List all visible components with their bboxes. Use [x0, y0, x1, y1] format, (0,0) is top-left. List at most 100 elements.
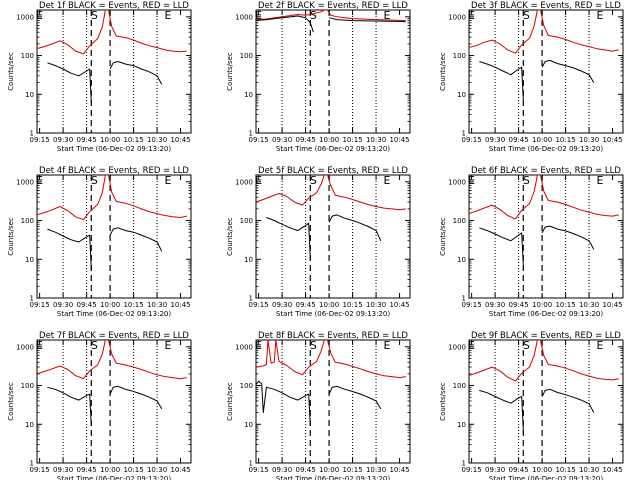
- time-marker-label: E: [468, 9, 475, 22]
- time-marker-label: E: [255, 9, 262, 22]
- x-tick-label: 09:15: [249, 301, 269, 309]
- x-tick-label: 09:45: [76, 136, 96, 144]
- time-marker-label: E: [165, 9, 172, 22]
- x-axis-label: Start Time (06-Dec-02 09:13:20): [276, 145, 390, 153]
- x-axis-label: Start Time (06-Dec-02 09:13:20): [489, 145, 603, 153]
- x-tick-label: 10:00: [319, 136, 339, 144]
- x-tick-label: 10:45: [602, 301, 622, 309]
- x-tick-label: 09:30: [53, 466, 73, 474]
- x-axis-label: Start Time (06-Dec-02 09:13:20): [276, 475, 390, 480]
- x-tick-label: 10:45: [170, 466, 190, 474]
- plot-frame: [255, 9, 411, 134]
- x-tick-label: 10:30: [147, 301, 167, 309]
- lld-series-line: [469, 10, 619, 54]
- x-tick-label: 10:00: [532, 466, 552, 474]
- x-tick-label: 09:15: [30, 466, 50, 474]
- chart-panel: Det 2f BLACK = Events, RED = LLD 1 10 100 10…: [226, 1, 411, 153]
- y-tick-label: 1: [30, 460, 34, 468]
- y-axis-label: Counts/sec: [7, 217, 15, 256]
- events-series-line: [266, 217, 311, 260]
- y-axis-label: Counts/sec: [439, 52, 447, 91]
- plot-frame: [468, 174, 624, 299]
- y-tick-label: 1000: [16, 343, 34, 351]
- y-tick-label: 1: [249, 460, 253, 468]
- x-tick-label: 09:45: [295, 466, 315, 474]
- time-marker-label: E: [384, 339, 391, 352]
- time-marker-label: S: [523, 174, 530, 187]
- time-marker-label: E: [384, 174, 391, 187]
- y-tick-label: 100: [21, 217, 34, 225]
- y-tick-label: 100: [240, 382, 253, 390]
- time-marker-label: S: [91, 339, 98, 352]
- events-series-line: [479, 61, 524, 101]
- y-tick-label: 100: [240, 52, 253, 60]
- chart-panel: Det 9f BLACK = Events, RED = LLD 1 10 100 10…: [439, 331, 624, 483]
- time-marker-label: S: [91, 9, 98, 22]
- time-marker-label: E: [597, 339, 604, 352]
- lld-series-line: [469, 175, 619, 220]
- time-marker-label: S: [310, 174, 317, 187]
- x-tick-label: 10:00: [100, 301, 120, 309]
- x-axis-label: Start Time (06-Dec-02 09:13:20): [489, 475, 603, 480]
- series-group: [256, 340, 406, 427]
- events-series-line: [328, 214, 382, 242]
- x-tick-label: 09:15: [462, 301, 482, 309]
- time-marker-label: S: [310, 9, 317, 22]
- x-tick-label: 09:15: [249, 466, 269, 474]
- y-tick-label: 1000: [235, 13, 253, 21]
- time-marker-label: E: [384, 9, 391, 22]
- panel-title: Det 4f BLACK = Events, RED = LLD: [39, 166, 189, 176]
- x-tick-label: 09:30: [485, 466, 505, 474]
- series-group: [469, 175, 619, 266]
- panel-title: Det 2f BLACK = Events, RED = LLD: [258, 1, 408, 11]
- x-tick-label: 10:15: [555, 136, 575, 144]
- x-tick-label: 09:15: [30, 301, 50, 309]
- plot-frame: [36, 339, 192, 464]
- x-tick-label: 10:30: [579, 301, 599, 309]
- panel-title: Det 5f BLACK = Events, RED = LLD: [258, 166, 408, 176]
- panel-title: Det 9f BLACK = Events, RED = LLD: [471, 331, 621, 341]
- panel-title: Det 1f BLACK = Events, RED = LLD: [39, 1, 189, 11]
- x-tick-label: 10:15: [123, 301, 143, 309]
- y-axis-label: Counts/sec: [226, 217, 234, 256]
- x-axis-label: Start Time (06-Dec-02 09:13:20): [57, 145, 171, 153]
- time-marker-label: E: [165, 174, 172, 187]
- series-group: [256, 175, 406, 260]
- lld-series-line: [256, 10, 406, 22]
- x-tick-label: 10:45: [602, 136, 622, 144]
- lld-series-line: [37, 175, 187, 221]
- time-marker-label: S: [523, 339, 530, 352]
- x-tick-label: 10:00: [319, 466, 339, 474]
- events-series-line: [47, 386, 92, 427]
- x-axis-label: Start Time (06-Dec-02 09:13:20): [489, 310, 603, 318]
- x-tick-label: 09:30: [485, 136, 505, 144]
- x-tick-label: 09:45: [295, 136, 315, 144]
- y-axis-label: Counts/sec: [439, 382, 447, 421]
- x-tick-label: 10:00: [532, 301, 552, 309]
- x-tick-label: 10:15: [342, 466, 362, 474]
- y-tick-label: 1000: [448, 178, 466, 186]
- y-tick-label: 100: [21, 382, 34, 390]
- time-marker-label: E: [255, 174, 262, 187]
- series-group: [469, 10, 619, 101]
- events-series-line: [256, 380, 311, 427]
- y-tick-label: 1: [462, 295, 466, 303]
- chart-panel: Det 1f BLACK = Events, RED = LLD 1 10 100 10…: [7, 1, 192, 153]
- y-tick-label: 100: [21, 52, 34, 60]
- x-axis-label: Start Time (06-Dec-02 09:13:20): [57, 475, 171, 480]
- y-tick-label: 1000: [448, 13, 466, 21]
- y-tick-label: 1000: [16, 178, 34, 186]
- y-tick-label: 100: [453, 217, 466, 225]
- x-tick-label: 09:15: [462, 466, 482, 474]
- y-tick-label: 1: [30, 295, 34, 303]
- time-marker-label: E: [468, 174, 475, 187]
- time-marker-label: E: [597, 9, 604, 22]
- x-tick-label: 10:30: [366, 466, 386, 474]
- x-tick-label: 09:45: [76, 466, 96, 474]
- x-tick-label: 10:45: [170, 301, 190, 309]
- x-tick-label: 10:00: [100, 136, 120, 144]
- x-tick-label: 10:45: [389, 466, 409, 474]
- chart-panel: Det 4f BLACK = Events, RED = LLD 1 10 100 10…: [7, 166, 192, 318]
- x-tick-label: 10:15: [555, 301, 575, 309]
